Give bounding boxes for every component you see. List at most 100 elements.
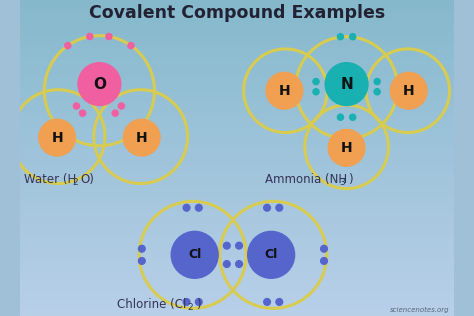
Text: sciencenotes.org: sciencenotes.org: [390, 307, 449, 313]
Circle shape: [374, 89, 380, 95]
Bar: [20, 284, 454, 290]
Circle shape: [350, 33, 356, 40]
Text: N: N: [340, 76, 353, 92]
Circle shape: [106, 33, 112, 40]
Bar: [20, 137, 454, 142]
Text: H: H: [341, 141, 352, 155]
Circle shape: [87, 33, 93, 40]
Bar: [20, 148, 454, 153]
Text: ): ): [196, 298, 201, 311]
Circle shape: [236, 242, 242, 249]
Bar: [20, 290, 454, 295]
Bar: [20, 263, 454, 269]
Bar: [20, 221, 454, 227]
Circle shape: [138, 245, 145, 252]
Bar: [20, 84, 454, 89]
Text: Cl: Cl: [264, 248, 278, 261]
Circle shape: [391, 72, 427, 109]
Circle shape: [39, 119, 75, 156]
Bar: [20, 311, 454, 316]
Circle shape: [80, 110, 86, 116]
Circle shape: [73, 103, 80, 109]
Circle shape: [350, 114, 356, 120]
Circle shape: [248, 231, 295, 278]
Bar: [20, 142, 454, 148]
Circle shape: [183, 204, 190, 211]
Circle shape: [313, 78, 319, 85]
Text: O): O): [81, 173, 94, 186]
Bar: [20, 21, 454, 26]
Bar: [20, 10, 454, 16]
Bar: [20, 295, 454, 300]
Text: 3: 3: [339, 178, 345, 187]
Circle shape: [78, 63, 121, 106]
Bar: [20, 132, 454, 137]
Circle shape: [128, 43, 134, 49]
Bar: [20, 16, 454, 21]
Circle shape: [276, 204, 283, 211]
Bar: [20, 205, 454, 211]
Bar: [20, 227, 454, 232]
Text: H: H: [136, 131, 147, 145]
Bar: [20, 279, 454, 284]
Bar: [20, 89, 454, 95]
Bar: [20, 69, 454, 74]
Circle shape: [337, 33, 344, 40]
Circle shape: [195, 299, 202, 305]
Text: O: O: [93, 76, 106, 92]
Bar: [20, 32, 454, 37]
Bar: [20, 200, 454, 205]
Circle shape: [321, 258, 328, 264]
Bar: [20, 100, 454, 105]
Bar: [20, 168, 454, 174]
Bar: [20, 153, 454, 158]
Bar: [20, 26, 454, 32]
Bar: [20, 211, 454, 216]
Circle shape: [195, 204, 202, 211]
Bar: [20, 216, 454, 221]
Bar: [20, 179, 454, 184]
Bar: [20, 163, 454, 168]
Bar: [20, 184, 454, 190]
Circle shape: [266, 72, 303, 109]
Circle shape: [276, 299, 283, 305]
Bar: [20, 105, 454, 111]
Circle shape: [321, 245, 328, 252]
Bar: [20, 111, 454, 116]
Circle shape: [183, 299, 190, 305]
Bar: [20, 74, 454, 79]
Bar: [20, 95, 454, 100]
Text: 2: 2: [188, 303, 193, 312]
Bar: [20, 79, 454, 84]
Bar: [20, 37, 454, 42]
Bar: [20, 126, 454, 132]
Bar: [20, 174, 454, 179]
Bar: [20, 253, 454, 258]
Circle shape: [337, 114, 344, 120]
Bar: [20, 269, 454, 274]
Circle shape: [325, 63, 368, 106]
Text: H: H: [279, 84, 290, 98]
Bar: [20, 232, 454, 237]
Text: H: H: [51, 131, 63, 145]
Bar: [20, 53, 454, 58]
Text: 2: 2: [72, 178, 77, 187]
Bar: [20, 58, 454, 63]
Text: Water (H: Water (H: [25, 173, 77, 186]
Bar: [20, 42, 454, 47]
Circle shape: [223, 242, 230, 249]
Text: H: H: [403, 84, 415, 98]
Circle shape: [264, 299, 271, 305]
Circle shape: [313, 89, 319, 95]
Circle shape: [328, 130, 365, 166]
Bar: [20, 47, 454, 53]
Circle shape: [264, 204, 271, 211]
Bar: [20, 195, 454, 200]
Circle shape: [138, 258, 145, 264]
Circle shape: [374, 78, 380, 85]
Bar: [20, 237, 454, 242]
Bar: [20, 300, 454, 306]
Circle shape: [123, 119, 160, 156]
Bar: [20, 121, 454, 126]
Bar: [20, 247, 454, 253]
